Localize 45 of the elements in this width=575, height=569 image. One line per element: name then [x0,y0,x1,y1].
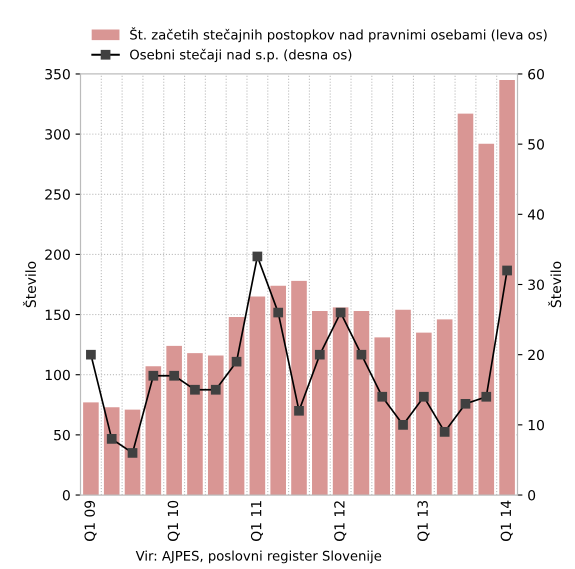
text: Vir: AJPES, poslovni register Slovenije [136,550,382,564]
y-tick-label: 50 [54,430,70,440]
bar [332,307,348,496]
y2-tick-label: 30 [528,279,544,290]
bar [208,355,224,496]
x-tick-label: Q1 13 [417,501,430,541]
y2-tick-label: 10 [528,420,544,430]
bar [250,296,266,496]
bar [291,280,307,496]
y-tick-label: 150 [46,310,70,320]
bar [478,144,494,496]
y2-axis-title: Število [548,262,562,308]
x-tick-label: Q1 14 [500,500,513,541]
bar [146,366,162,496]
bar [83,402,99,496]
bar [187,353,203,496]
bar [416,332,432,496]
bar [436,319,452,496]
y-tick-label: 350 [45,68,70,80]
y-tick-label: 200 [45,249,70,260]
y2-tick-label: 40 [528,209,544,220]
legend-label: Št. začetih stečajnih postopkov nad pravnimi osebami (leva os) [130,27,547,42]
bar [354,310,370,496]
bar [228,316,244,496]
x-tick-label: Q1 12 [334,501,346,541]
x-tick-label: Q1 10 [168,500,180,541]
y-tick-label: 250 [45,189,70,200]
bar [395,310,411,496]
x-tick-label: Q1 11 [250,501,264,541]
legend-label: Osebni stečaji nad s.p. (desna os) [130,48,352,62]
x-tick-label: Q1 09 [84,500,97,541]
bar [270,286,286,496]
y-tick-label: 100 [46,370,70,380]
y2-tick-label: 0 [528,490,536,501]
bar [499,80,515,496]
y2-tick-label: 50 [528,139,544,150]
bar [458,114,474,496]
y-tick-label: 300 [45,129,70,140]
y-axis-title: Število [22,262,36,308]
y2-tick-label: 60 [528,68,544,80]
bar [374,337,390,496]
y-tick-label: 0 [62,490,70,501]
bar [312,310,328,496]
y2-tick-label: 20 [528,350,544,360]
bar [166,346,182,496]
